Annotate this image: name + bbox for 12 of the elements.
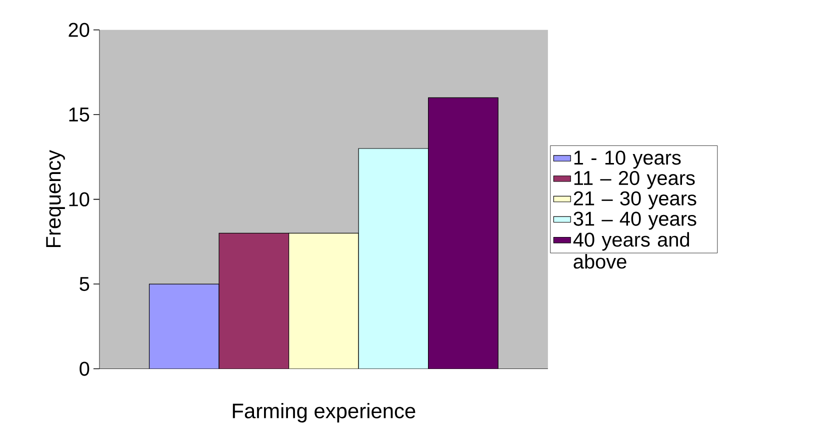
y-axis-title: Frequency <box>46 150 65 248</box>
y-tick-label: 10 <box>69 192 90 207</box>
legend-label: 21 – 30 years <box>574 192 696 210</box>
y-tick-label: 5 <box>80 277 90 292</box>
legend-label: 31 – 40 years <box>574 212 696 230</box>
y-tick-label: 0 <box>80 362 90 376</box>
x-axis-title: Farming experience <box>232 403 416 423</box>
legend-label: 40 years and above <box>573 232 690 269</box>
legend-label: 1 - 10 years <box>574 150 681 169</box>
y-tick-label: 15 <box>69 108 90 122</box>
legend-label: 11 – 20 years <box>574 171 695 190</box>
y-tick-label: 20 <box>68 23 90 38</box>
